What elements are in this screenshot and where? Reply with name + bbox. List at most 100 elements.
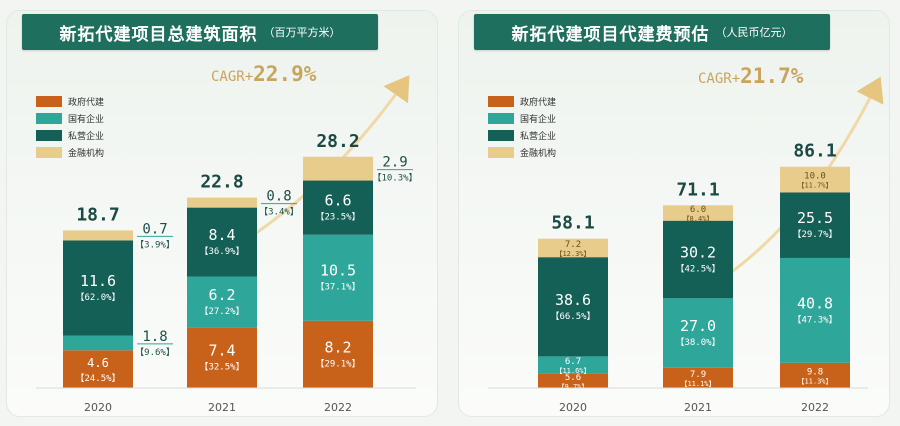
bar-segment [187,327,257,388]
legend-entry: 国有企业 [36,110,104,127]
legend-label: 私营企业 [68,132,105,142]
value-label: 0.7 [142,221,167,237]
bar-segment [63,350,133,388]
percent-label: 【11.7%】 [797,182,832,190]
bar-segment [538,373,608,388]
legend-swatch [36,147,62,158]
percent-label: 【27.2%】 [199,306,244,317]
value-label: 7.4 [208,342,235,360]
legend-label: 私营企业 [520,132,557,142]
bar-segment [187,207,257,277]
value-label: 25.5 [797,209,833,227]
legend-swatch [36,130,62,141]
value-label: 10.0 [804,172,826,182]
bar-segment [663,205,733,221]
legend-entry: 国有企业 [488,110,556,127]
legend-label: 政府代建 [520,98,557,108]
legend-label: 国有企业 [68,115,105,125]
bar-segment [187,276,257,328]
percent-label: 【10.3%】 [372,173,417,184]
percent-label: 【11.1%】 [680,380,715,388]
legend-entry: 金融机构 [36,144,104,161]
value-label: 7.9 [690,370,706,380]
value-label: 6.0 [690,205,706,215]
bar-segment [780,257,850,363]
bar-segment [780,192,850,258]
value-label: 40.8 [797,294,833,312]
chart-title: 新拓代建项目代建费预估 [511,24,710,45]
bar-segment [663,298,733,368]
bar-segment [63,335,133,351]
chart-legend: 政府代建国有企业私营企业金融机构 [488,93,556,161]
bar-segment [63,240,133,336]
value-label: 6.6 [324,192,351,210]
value-label: 5.6 [565,373,581,383]
legend-swatch [36,113,62,124]
value-label: 4.6 [87,356,109,370]
percent-label: 【23.5%】 [315,212,360,223]
total-label: 18.7 [76,204,119,225]
percent-label: 【37.1%】 [315,282,360,293]
legend-label: 金融机构 [520,149,557,159]
chart-title: 新拓代建项目总建筑面积 [59,24,258,45]
value-label: 0.8 [266,189,291,205]
chart-title-bar: 新拓代建项目总建筑面积 （百万平方米） [22,14,378,50]
legend-swatch [488,147,514,158]
value-label: 6.2 [208,286,235,304]
bar-segment [780,362,850,388]
total-label: 58.1 [551,213,594,234]
legend-swatch [488,96,514,107]
value-label: 11.6 [80,272,116,290]
legend-entry: 私营企业 [488,127,556,144]
percent-label: 【3.9%】 [135,239,175,250]
percent-label: 【8.4%】 [683,215,714,223]
value-label: 1.8 [142,329,167,345]
value-label: 6.7 [565,357,581,367]
stacked-bar-chart: 4.6 【24.5%】 1.8 【9.6%】 11.6 【62.0%】 0.7 【3.9%】 1… [36,75,418,414]
percent-label: 【36.9%】 [199,246,244,257]
legend-entry: 政府代建 [488,93,556,110]
bar-segment [663,220,733,299]
percent-label: 【42.5%】 [675,264,720,275]
bar-segment [538,238,608,258]
legend-label: 政府代建 [68,98,105,108]
x-tick-label: 2020 [559,401,587,414]
x-tick-label: 2021 [684,401,712,414]
percent-label: 【32.5%】 [199,362,244,373]
percent-label: 【12.3%】 [555,250,590,258]
value-label: 10.5 [320,262,356,280]
bar-segment [63,230,133,241]
x-tick-label: 2021 [208,401,236,414]
chart-panel-floor-area: 新拓代建项目总建筑面积 （百万平方米） 4.6 【24.5%】 1.8 【9.6%】 1… [6,0,442,426]
total-label: 86.1 [793,141,836,162]
bar-segment [538,356,608,374]
percent-label: 【3.4%】 [259,207,299,218]
legend-swatch [488,130,514,141]
bar-segment [303,180,373,235]
percent-label: 【11.6%】 [555,367,590,375]
bar-segment [663,367,733,388]
percent-label: 【9.6%】 [135,347,175,358]
percent-label: 【11.3%】 [797,377,832,385]
value-label: 30.2 [680,244,716,262]
cagr-value: 21.7% [740,64,804,88]
legend-entry: 私营企业 [36,127,104,144]
cagr-annotation: CAGR+22.9% [211,62,316,86]
legend-label: 金融机构 [68,149,105,159]
bar-segment [303,320,373,388]
legend-entry: 金融机构 [488,144,556,161]
value-label: 27.0 [680,317,716,335]
percent-label: 【62.0%】 [75,292,120,303]
value-label: 9.8 [807,367,823,377]
percent-label: 【66.5%】 [550,311,595,322]
percent-label: 【29.1%】 [315,358,360,369]
percent-label: 【29.7%】 [792,229,837,240]
percent-label: 【24.5%】 [75,373,120,384]
value-label: 8.4 [208,226,235,244]
bar-segment [538,257,608,357]
legend-swatch [488,113,514,124]
cagr-value: 22.9% [253,62,317,86]
cagr-annotation: CAGR+21.7% [698,64,803,88]
total-label: 22.8 [200,172,243,193]
value-label: 8.2 [324,338,351,356]
